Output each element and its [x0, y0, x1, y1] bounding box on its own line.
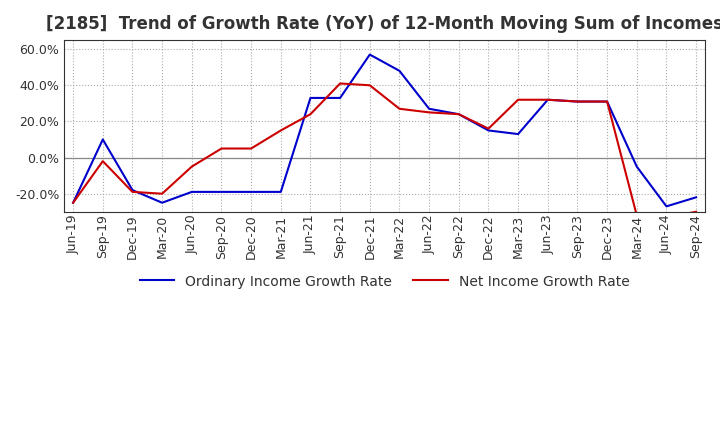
- Net Income Growth Rate: [395, 106, 404, 111]
- Ordinary Income Growth Rate: [514, 132, 523, 137]
- Net Income Growth Rate: [276, 128, 285, 133]
- Net Income Growth Rate: [484, 126, 492, 131]
- Ordinary Income Growth Rate: [247, 189, 256, 194]
- Ordinary Income Growth Rate: [187, 189, 196, 194]
- Net Income Growth Rate: [514, 97, 523, 103]
- Net Income Growth Rate: [692, 209, 701, 214]
- Net Income Growth Rate: [544, 97, 552, 103]
- Ordinary Income Growth Rate: [306, 95, 315, 101]
- Line: Net Income Growth Rate: Net Income Growth Rate: [73, 84, 696, 217]
- Net Income Growth Rate: [158, 191, 166, 196]
- Ordinary Income Growth Rate: [158, 200, 166, 205]
- Net Income Growth Rate: [366, 83, 374, 88]
- Title: [2185]  Trend of Growth Rate (YoY) of 12-Month Moving Sum of Incomes: [2185] Trend of Growth Rate (YoY) of 12-…: [46, 15, 720, 33]
- Ordinary Income Growth Rate: [632, 164, 641, 169]
- Net Income Growth Rate: [306, 112, 315, 117]
- Net Income Growth Rate: [603, 99, 611, 104]
- Ordinary Income Growth Rate: [603, 99, 611, 104]
- Ordinary Income Growth Rate: [544, 97, 552, 103]
- Ordinary Income Growth Rate: [395, 68, 404, 73]
- Ordinary Income Growth Rate: [336, 95, 344, 101]
- Ordinary Income Growth Rate: [454, 112, 463, 117]
- Ordinary Income Growth Rate: [484, 128, 492, 133]
- Ordinary Income Growth Rate: [99, 137, 107, 142]
- Net Income Growth Rate: [99, 158, 107, 164]
- Ordinary Income Growth Rate: [366, 52, 374, 57]
- Ordinary Income Growth Rate: [69, 200, 78, 205]
- Ordinary Income Growth Rate: [276, 189, 285, 194]
- Ordinary Income Growth Rate: [573, 99, 582, 104]
- Net Income Growth Rate: [69, 200, 78, 205]
- Net Income Growth Rate: [425, 110, 433, 115]
- Net Income Growth Rate: [128, 189, 137, 194]
- Ordinary Income Growth Rate: [692, 194, 701, 200]
- Net Income Growth Rate: [187, 164, 196, 169]
- Net Income Growth Rate: [632, 213, 641, 218]
- Legend: Ordinary Income Growth Rate, Net Income Growth Rate: Ordinary Income Growth Rate, Net Income …: [134, 269, 635, 294]
- Net Income Growth Rate: [662, 215, 671, 220]
- Ordinary Income Growth Rate: [128, 187, 137, 193]
- Net Income Growth Rate: [573, 99, 582, 104]
- Net Income Growth Rate: [247, 146, 256, 151]
- Line: Ordinary Income Growth Rate: Ordinary Income Growth Rate: [73, 55, 696, 206]
- Net Income Growth Rate: [336, 81, 344, 86]
- Net Income Growth Rate: [454, 112, 463, 117]
- Ordinary Income Growth Rate: [217, 189, 226, 194]
- Ordinary Income Growth Rate: [662, 204, 671, 209]
- Net Income Growth Rate: [217, 146, 226, 151]
- Ordinary Income Growth Rate: [425, 106, 433, 111]
